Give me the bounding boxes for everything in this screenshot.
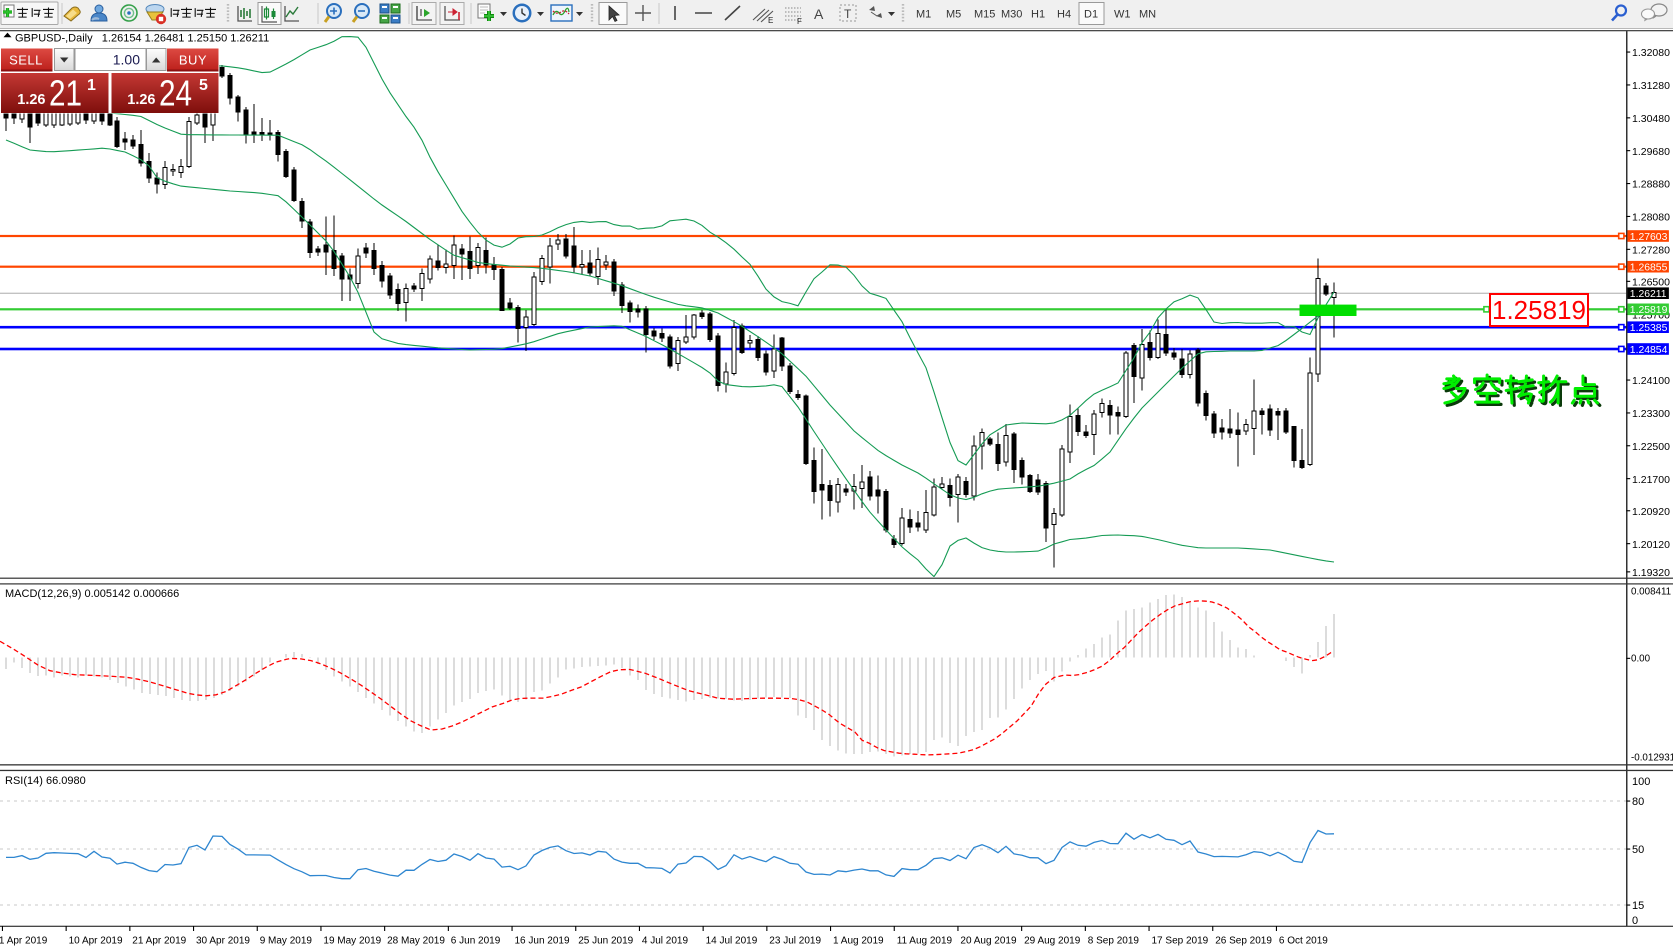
svg-text:30 Apr 2019: 30 Apr 2019 (196, 936, 250, 947)
svg-text:10 Apr 2019: 10 Apr 2019 (69, 936, 123, 947)
svg-text:1.28080: 1.28080 (1632, 212, 1670, 224)
svg-text:1.21700: 1.21700 (1632, 474, 1670, 486)
svg-text:H1: H1 (1031, 9, 1045, 21)
svg-text:1.24854: 1.24854 (1630, 345, 1668, 356)
svg-text:1.32080: 1.32080 (1632, 47, 1670, 59)
svg-text:1.24100: 1.24100 (1632, 375, 1670, 387)
svg-text:1: 1 (87, 77, 96, 94)
svg-text:1.29680: 1.29680 (1632, 146, 1670, 158)
svg-text:0: 0 (1632, 915, 1638, 927)
svg-text:GBPUSD-,Daily 1.26154 1.2648: GBPUSD-,Daily 1.26154 1.26481 1.25150 1.… (15, 32, 269, 44)
svg-text:-0.012931: -0.012931 (1631, 753, 1673, 764)
svg-text:5: 5 (199, 77, 208, 94)
svg-text:1.19320: 1.19320 (1632, 567, 1670, 579)
svg-text:W1: W1 (1114, 9, 1131, 21)
svg-text:1.26: 1.26 (17, 92, 45, 108)
svg-text:9 May 2019: 9 May 2019 (260, 936, 313, 947)
svg-text:F: F (797, 17, 802, 26)
svg-text:M5: M5 (946, 9, 961, 21)
svg-text:4 Jul 2019: 4 Jul 2019 (642, 936, 689, 947)
svg-text:8 Sep 2019: 8 Sep 2019 (1088, 936, 1140, 947)
svg-text:BUY: BUY (179, 53, 207, 68)
svg-text:MACD(12,26,9) 0.005142 0.00066: MACD(12,26,9) 0.005142 0.000666 (5, 588, 179, 600)
svg-text:23 Jul 2019: 23 Jul 2019 (769, 936, 821, 947)
svg-text:1.27280: 1.27280 (1632, 245, 1670, 257)
svg-text:19 May 2019: 19 May 2019 (323, 936, 381, 947)
svg-text:1.25819: 1.25819 (1630, 305, 1668, 316)
svg-text:50: 50 (1632, 844, 1644, 856)
svg-text:A: A (814, 6, 824, 22)
svg-text:MN: MN (1139, 9, 1156, 21)
svg-text:H4: H4 (1057, 9, 1071, 21)
svg-text:28 May 2019: 28 May 2019 (387, 936, 445, 947)
svg-text:SELL: SELL (9, 53, 43, 68)
svg-text:1.27603: 1.27603 (1630, 232, 1668, 243)
svg-text:E: E (768, 16, 773, 25)
svg-text:21 Apr 2019: 21 Apr 2019 (132, 936, 186, 947)
svg-text:1 Apr 2019: 1 Apr 2019 (0, 936, 48, 947)
svg-text:80: 80 (1632, 796, 1644, 808)
svg-text:16 Jun 2019: 16 Jun 2019 (515, 936, 570, 947)
svg-text:1.25819: 1.25819 (1492, 295, 1586, 325)
svg-text:1.31280: 1.31280 (1632, 80, 1670, 92)
svg-text:T: T (844, 7, 852, 21)
svg-text:6 Oct 2019: 6 Oct 2019 (1279, 936, 1328, 947)
svg-text:17 Sep 2019: 17 Sep 2019 (1152, 936, 1209, 947)
svg-text:1.22500: 1.22500 (1632, 441, 1670, 453)
svg-text:1.20120: 1.20120 (1632, 539, 1670, 551)
svg-text:D1: D1 (1084, 9, 1098, 21)
svg-text:1.20920: 1.20920 (1632, 506, 1670, 518)
svg-text:M1: M1 (916, 9, 931, 21)
svg-text:1.30480: 1.30480 (1632, 113, 1670, 125)
svg-text:24: 24 (159, 73, 192, 114)
svg-text:6 Jun 2019: 6 Jun 2019 (451, 936, 501, 947)
svg-text:1.26: 1.26 (127, 92, 155, 108)
svg-text:1.26211: 1.26211 (1630, 289, 1667, 300)
svg-text:21: 21 (49, 73, 82, 114)
svg-text:1.25385: 1.25385 (1630, 323, 1668, 334)
svg-text:1.00: 1.00 (113, 52, 140, 68)
svg-text:RSI(14) 66.0980: RSI(14) 66.0980 (5, 775, 86, 787)
svg-text:1.26500: 1.26500 (1632, 277, 1670, 289)
svg-text:1.26855: 1.26855 (1630, 263, 1668, 274)
svg-text:11 Aug 2019: 11 Aug 2019 (897, 936, 953, 947)
svg-text:1.28880: 1.28880 (1632, 179, 1670, 191)
svg-text:15: 15 (1632, 900, 1644, 912)
svg-text:26 Sep 2019: 26 Sep 2019 (1215, 936, 1272, 947)
svg-text:0.008411: 0.008411 (1631, 587, 1671, 598)
svg-text:29 Aug 2019: 29 Aug 2019 (1024, 936, 1081, 947)
svg-text:1 Aug 2019: 1 Aug 2019 (833, 936, 884, 947)
svg-text:0.00: 0.00 (1631, 654, 1651, 665)
svg-text:M30: M30 (1001, 9, 1022, 21)
svg-text:20 Aug 2019: 20 Aug 2019 (960, 936, 1017, 947)
svg-text:100: 100 (1632, 776, 1650, 788)
svg-text:14 Jul 2019: 14 Jul 2019 (706, 936, 758, 947)
svg-text:25 Jun 2019: 25 Jun 2019 (578, 936, 633, 947)
svg-text:M15: M15 (974, 9, 995, 21)
svg-text:1.23300: 1.23300 (1632, 408, 1670, 420)
